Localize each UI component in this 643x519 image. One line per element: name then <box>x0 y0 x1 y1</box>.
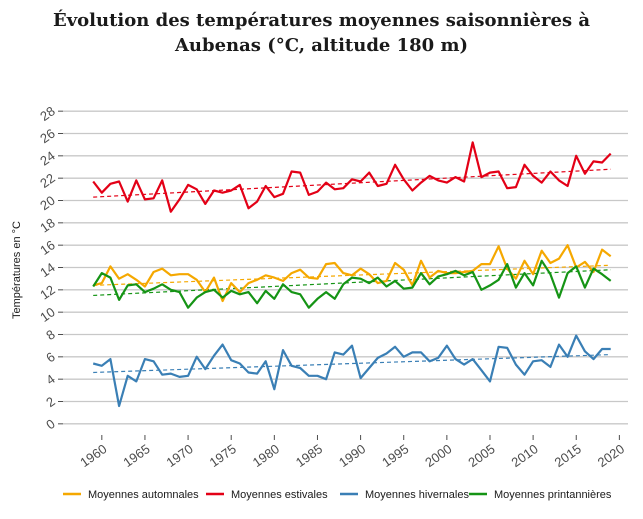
x-tick-label: 1960 <box>77 441 109 470</box>
y-axis-label: Températures en °C <box>11 221 23 319</box>
legend-label: Moyennes estivales <box>231 489 328 501</box>
legend: Moyennes automnales Moyennes estivales Moy… <box>63 489 612 501</box>
series-line <box>92 244 612 303</box>
trend-line <box>93 168 611 198</box>
y-tick-label: 0 <box>43 416 58 432</box>
y-tick-label: 24 <box>37 148 57 169</box>
x-tick-label: 1970 <box>164 441 196 470</box>
x-tick-label: 2015 <box>552 441 584 470</box>
series-line <box>92 141 612 213</box>
gridlines <box>63 110 628 425</box>
legend-label: Moyennes hivernales <box>365 489 469 501</box>
y-tick-label: 16 <box>37 237 57 258</box>
y-tick-label: 20 <box>37 193 57 214</box>
x-tick-label: 1975 <box>207 441 239 470</box>
x-tick-label: 2005 <box>465 441 497 470</box>
y-tick-label: 28 <box>37 103 57 124</box>
chart-title-line-1: Évolution des températures moyennes sais… <box>52 10 591 31</box>
y-tick-label: 18 <box>37 215 57 236</box>
legend-label: Moyennes automnales <box>88 489 199 501</box>
x-tick-label: 2010 <box>509 441 541 470</box>
trend-lines <box>93 168 611 374</box>
series-line <box>92 334 611 408</box>
y-tick-label: 22 <box>37 170 57 191</box>
x-tick-label: 1980 <box>250 441 282 470</box>
trend-line <box>93 354 611 374</box>
chart-title-line-2: Aubenas (°C, altitude 180 m) <box>174 35 469 56</box>
x-tick-label: 2000 <box>422 441 454 470</box>
y-tick-label: 6 <box>43 349 58 365</box>
x-tick-label: 1985 <box>293 441 325 470</box>
legend-label: Moyennes printannières <box>494 489 612 501</box>
y-tick-label: 12 <box>37 282 57 303</box>
legend-item: Moyennes hivernales <box>340 489 469 501</box>
y-tick-label: 10 <box>37 304 57 325</box>
x-tick-label: 1995 <box>379 441 411 470</box>
y-tick-label: 26 <box>37 126 57 147</box>
trend-line <box>93 264 611 286</box>
x-tick-label: 1965 <box>120 441 152 470</box>
x-axis-ticks: 1960 1965 1970 1975 1980 1985 1990 1995 2000 2005… <box>77 435 627 470</box>
legend-item: Moyennes automnales <box>63 489 199 501</box>
x-tick-label: 2020 <box>595 441 627 470</box>
series-line <box>92 259 612 309</box>
series-lines <box>92 141 612 408</box>
legend-item: Moyennes estivales <box>206 489 328 501</box>
y-tick-label: 8 <box>43 327 58 343</box>
y-tick-label: 4 <box>43 371 58 387</box>
y-tick-label: 2 <box>43 394 58 410</box>
y-tick-label: 14 <box>37 260 57 281</box>
chart-title: Évolution des températures moyennes sais… <box>0 8 643 58</box>
legend-item: Moyennes printannières <box>469 489 612 501</box>
x-tick-label: 1990 <box>336 441 368 470</box>
